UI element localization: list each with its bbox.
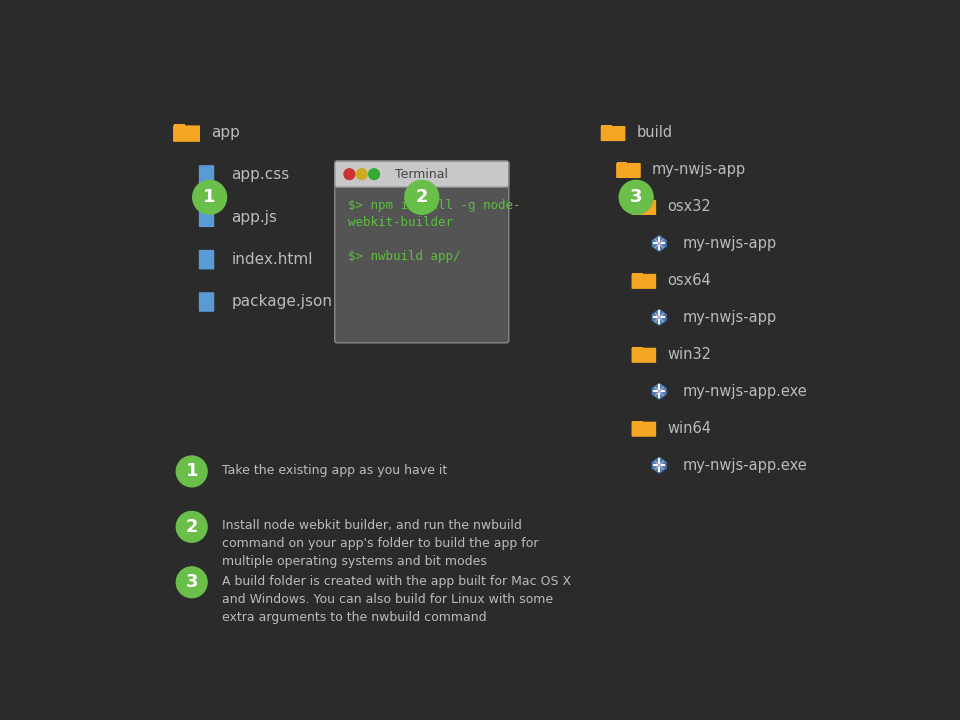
Polygon shape	[174, 124, 185, 128]
Circle shape	[356, 168, 367, 179]
Text: 3: 3	[630, 188, 642, 206]
Polygon shape	[652, 309, 667, 326]
Polygon shape	[617, 162, 627, 166]
FancyBboxPatch shape	[601, 126, 625, 141]
Text: my-nwjs-app.exe: my-nwjs-app.exe	[683, 384, 807, 399]
Text: osx64: osx64	[667, 273, 710, 288]
Polygon shape	[633, 420, 642, 424]
Text: $> nwbuild app/: $> nwbuild app/	[348, 250, 461, 263]
Text: 1: 1	[204, 188, 216, 206]
Text: app.js: app.js	[231, 210, 277, 225]
Text: osx32: osx32	[667, 199, 710, 214]
Circle shape	[344, 168, 355, 179]
Polygon shape	[633, 199, 642, 202]
Text: Install node webkit builder, and run the nwbuild
command on your app's folder to: Install node webkit builder, and run the…	[223, 519, 539, 568]
Text: 3: 3	[185, 573, 198, 591]
Circle shape	[405, 180, 439, 215]
FancyBboxPatch shape	[199, 250, 214, 269]
Text: win32: win32	[667, 347, 711, 362]
FancyBboxPatch shape	[335, 161, 509, 343]
FancyBboxPatch shape	[199, 207, 214, 227]
FancyBboxPatch shape	[632, 422, 657, 437]
Text: 2: 2	[185, 518, 198, 536]
Text: 2: 2	[416, 188, 428, 206]
Circle shape	[619, 180, 653, 215]
Text: my-nwjs-app: my-nwjs-app	[652, 162, 746, 177]
Circle shape	[177, 456, 207, 487]
Text: win64: win64	[667, 420, 711, 436]
Circle shape	[177, 567, 207, 598]
Text: package.json: package.json	[231, 294, 332, 310]
Circle shape	[369, 168, 379, 179]
Text: 1: 1	[185, 462, 198, 480]
Circle shape	[177, 511, 207, 542]
Circle shape	[193, 180, 227, 215]
Text: webkit-builder: webkit-builder	[348, 216, 453, 229]
Polygon shape	[652, 456, 667, 474]
Text: my-nwjs-app: my-nwjs-app	[683, 236, 777, 251]
Polygon shape	[633, 346, 642, 350]
Text: app: app	[211, 125, 240, 140]
Polygon shape	[602, 125, 612, 128]
Text: my-nwjs-app: my-nwjs-app	[683, 310, 777, 325]
FancyBboxPatch shape	[173, 125, 200, 142]
Text: my-nwjs-app.exe: my-nwjs-app.exe	[683, 458, 807, 473]
Text: Terminal: Terminal	[396, 168, 448, 181]
FancyBboxPatch shape	[199, 165, 214, 185]
FancyBboxPatch shape	[632, 348, 657, 363]
FancyBboxPatch shape	[335, 161, 509, 187]
Text: build: build	[636, 125, 672, 140]
Text: app.css: app.css	[231, 168, 289, 182]
FancyBboxPatch shape	[199, 292, 214, 312]
Polygon shape	[652, 235, 667, 252]
Polygon shape	[633, 273, 642, 276]
Text: A build folder is created with the app built for Mac OS X
and Windows. You can a: A build folder is created with the app b…	[223, 575, 571, 624]
Text: index.html: index.html	[231, 252, 313, 267]
Polygon shape	[652, 383, 667, 400]
Text: $> npm install -g node-: $> npm install -g node-	[348, 199, 520, 212]
FancyBboxPatch shape	[632, 274, 657, 289]
FancyBboxPatch shape	[616, 163, 640, 178]
Text: Take the existing app as you have it: Take the existing app as you have it	[223, 464, 447, 477]
FancyBboxPatch shape	[632, 200, 657, 215]
